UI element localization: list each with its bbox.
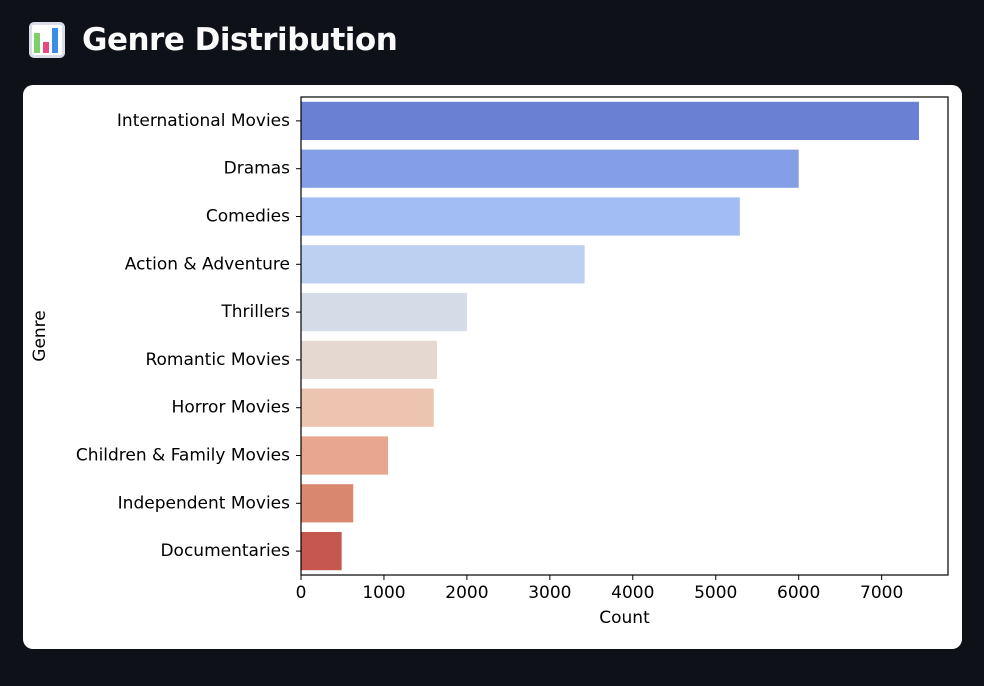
x-tick-label-0: 0 [296,583,307,603]
y-tick-label-7: Children & Family Movies [76,446,290,466]
bar-4 [301,292,467,332]
bar-chart-emoji-icon [29,22,65,58]
chart-card: International Movies Dramas Comedies Action… [23,85,962,649]
bar-7 [301,436,389,475]
bar-3 [301,245,585,284]
y-axis-label: Genre [30,310,50,361]
plot-frame [300,96,949,576]
genre-bar-chart: International Movies Dramas Comedies Action… [30,96,949,628]
x-tick-label-3: 3000 [528,583,571,603]
bar-8 [301,484,354,523]
x-tick-label-1: 1000 [362,583,405,603]
x-tick-label-6: 6000 [777,583,820,603]
y-tick-label-5: Romantic Movies [145,350,290,370]
y-tick-label-6: Horror Movies [172,398,291,418]
y-tick-label-3: Action & Adventure [125,254,290,274]
y-tick-label-4: Thrillers [220,302,290,322]
bar-1 [301,149,799,188]
bar-5 [301,340,438,380]
bar-2 [301,197,740,236]
y-tick-label-1: Dramas [224,159,290,179]
y-tick-label-2: Comedies [206,207,290,227]
y-tick-label-8: Independent Movies [118,493,290,513]
x-tick-label-4: 4000 [611,583,654,603]
bar-9 [301,531,342,571]
x-axis-label: Count [599,608,650,628]
bar-6 [301,388,434,427]
x-tick-label-2: 2000 [445,583,488,603]
bar-0 [301,101,919,141]
x-tick-label-5: 5000 [694,583,737,603]
page-title: Genre Distribution [82,22,398,58]
x-tick-label-7: 7000 [860,583,903,603]
y-tick-label-9: Documentaries [160,541,290,561]
page-header: Genre Distribution [28,18,398,62]
y-tick-label-0: International Movies [117,111,290,131]
